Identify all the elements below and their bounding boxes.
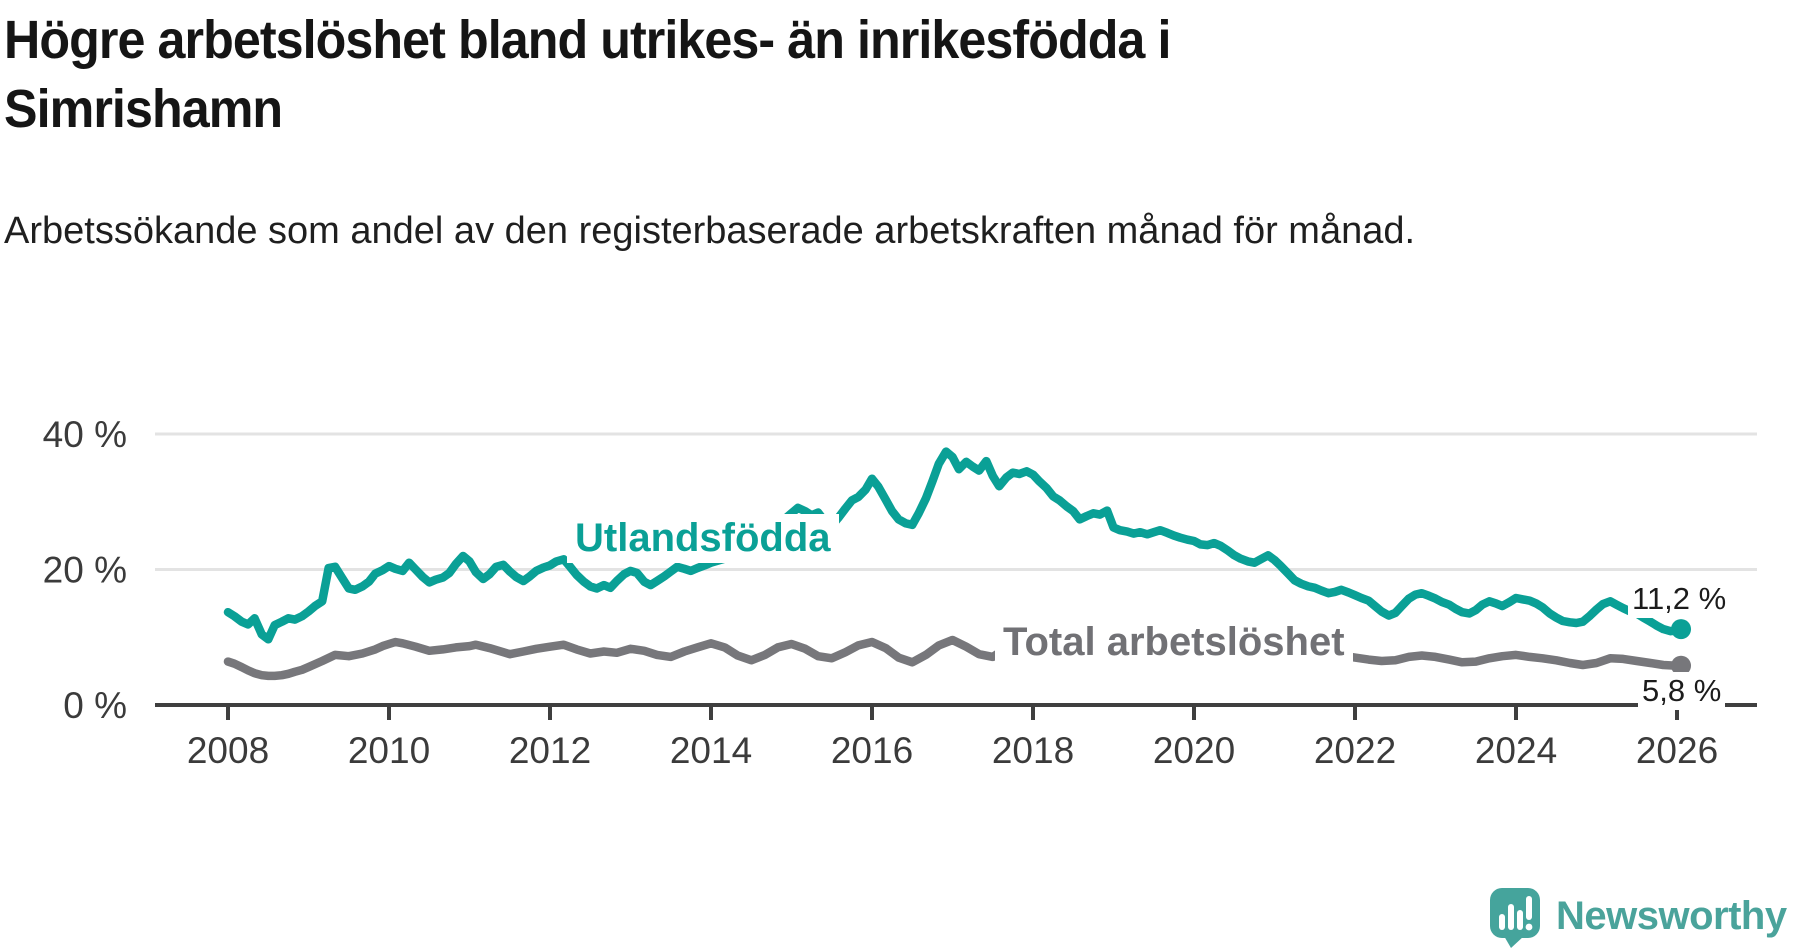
y-tick-label: 20 % — [43, 550, 127, 591]
y-tick-label: 40 % — [43, 414, 127, 455]
x-tick-label-2014: 2014 — [670, 730, 752, 771]
x-tick-label-2022: 2022 — [1314, 730, 1396, 771]
x-tick-label-2026: 2026 — [1636, 730, 1718, 771]
line-total-arbetsl-shet — [223, 633, 1686, 681]
endpoint-dot — [1671, 655, 1692, 676]
x-axis — [155, 703, 1757, 720]
chart-title: Högre arbetslöshet bland utrikes- än inr… — [4, 10, 1171, 139]
newsworthy-logo — [1490, 886, 1550, 948]
series-label-total: Total arbetslöshet — [995, 618, 1353, 667]
x-tick-label-2024: 2024 — [1475, 730, 1557, 771]
end-value-total: 5,8 % — [1638, 672, 1726, 710]
newsworthy-logo-text: Newsworthy — [1556, 894, 1787, 938]
series-lines — [223, 447, 1692, 681]
line-utlandsf-dda — [223, 447, 1686, 644]
x-tick-label-2018: 2018 — [992, 730, 1074, 771]
x-tick-label-2012: 2012 — [509, 730, 591, 771]
newsworthy-logo-icon — [1490, 888, 1540, 948]
endpoint-dot — [1671, 619, 1692, 640]
x-tick-label-2008: 2008 — [187, 730, 269, 771]
gridlines — [155, 432, 1757, 571]
y-tick-label: 0 % — [63, 685, 127, 726]
end-value-utlandsfodda: 11,2 % — [1628, 580, 1731, 618]
axis-tick-labels: 0 % 20 % 40 % 2008 2010 2012 2014 2016 2018 2020 2… — [43, 414, 1719, 771]
x-tick-label-2016: 2016 — [831, 730, 913, 771]
chart-subtitle: Arbetssökande som andel av den registerb… — [4, 210, 1416, 252]
x-tick-label-2010: 2010 — [348, 730, 430, 771]
x-tick-label-2020: 2020 — [1153, 730, 1235, 771]
series-label-utlandsfodda: Utlandsfödda — [567, 514, 839, 563]
